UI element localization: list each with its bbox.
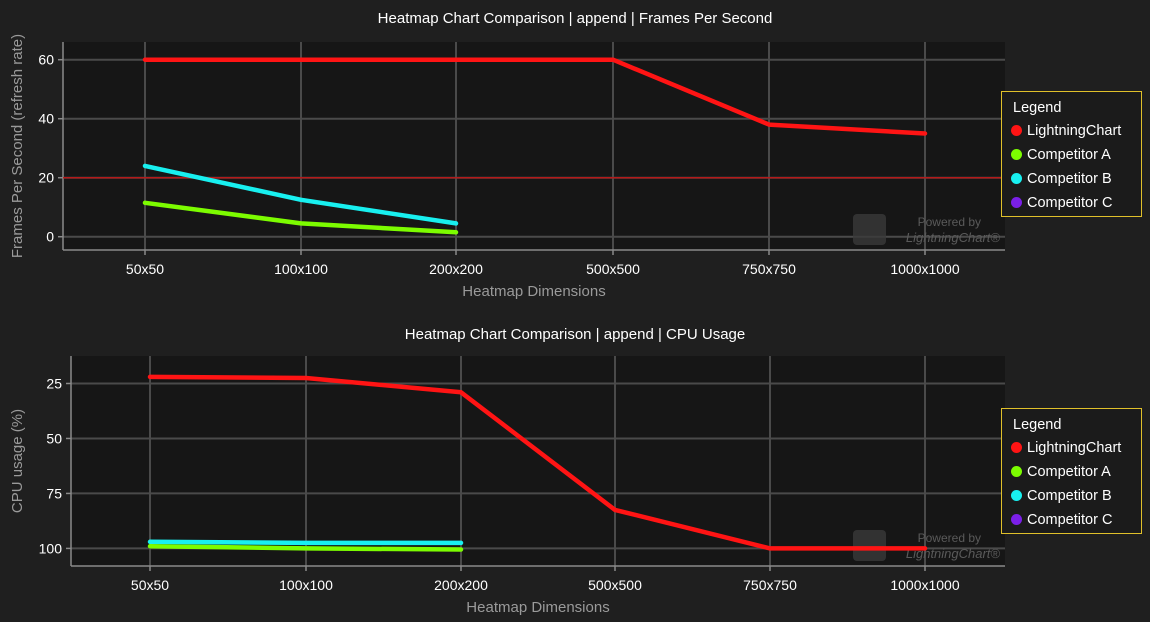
fps-x-tick-label: 100x100 <box>274 261 328 277</box>
cpu-series-competitor-b <box>147 539 464 546</box>
cpu-y-tick-label: 75 <box>46 485 62 501</box>
legend-item-lightningchart[interactable]: LightningChart <box>1011 438 1121 458</box>
cpu-y-tick-label: 25 <box>46 375 62 391</box>
cpu-watermark-logo-icon <box>853 530 886 561</box>
legend-label: Competitor B <box>1027 488 1112 504</box>
fps-watermark-logo-icon <box>853 214 886 245</box>
legend-label: Competitor B <box>1027 171 1112 187</box>
cpu-watermark-text: Powered by <box>918 531 981 545</box>
legend-item-competitor-a[interactable]: Competitor A <box>1011 145 1111 165</box>
legend-label: Competitor A <box>1027 464 1111 480</box>
fps-watermark-text: LightningChart® <box>906 230 1001 245</box>
legend-label: Competitor A <box>1027 147 1111 163</box>
cpu-x-axis-label: Heatmap Dimensions <box>466 599 609 616</box>
cpu-y-axis-label: CPU usage (%) <box>9 409 26 513</box>
legend-title: Legend <box>1013 417 1062 433</box>
fps-y-tick-label: 60 <box>38 52 54 68</box>
legend-marker <box>1011 490 1022 501</box>
fps-series-competitor-a <box>142 200 459 235</box>
cpu-chart-title: Heatmap Chart Comparison | append | CPU … <box>405 326 745 343</box>
legend-item-competitor-c[interactable]: Competitor C <box>1011 193 1112 213</box>
legend-label: LightningChart <box>1027 123 1122 139</box>
legend-marker <box>1011 514 1022 525</box>
legend-marker <box>1011 149 1022 160</box>
legend-title: Legend <box>1013 100 1062 116</box>
fps-x-tick-label: 500x500 <box>586 261 640 277</box>
legend-label: LightningChart <box>1027 440 1122 456</box>
cpu-x-tick-label: 500x500 <box>588 577 642 593</box>
legend-marker <box>1011 125 1022 136</box>
cpu-y-tick-label: 100 <box>39 540 63 556</box>
legend-item-competitor-b[interactable]: Competitor B <box>1011 169 1112 189</box>
fps-series-lightningchart <box>142 57 928 136</box>
legend-marker <box>1011 466 1022 477</box>
fps-chart-title: Heatmap Chart Comparison | append | Fram… <box>378 10 773 27</box>
legend-item-competitor-b[interactable]: Competitor B <box>1011 486 1112 506</box>
fps-plot-area <box>63 42 1005 250</box>
fps-y-tick-label: 20 <box>38 170 54 186</box>
cpu-x-tick-label: 100x100 <box>279 577 333 593</box>
cpu-series-competitor-a <box>147 543 464 552</box>
legend-marker <box>1011 173 1022 184</box>
fps-y-tick-label: 0 <box>46 229 54 245</box>
cpu-x-tick-label: 1000x1000 <box>890 577 960 593</box>
legend-label: Competitor C <box>1027 512 1113 528</box>
legend-label: Competitor C <box>1027 195 1113 211</box>
fps-x-tick-label: 1000x1000 <box>890 261 960 277</box>
legend-item-competitor-a[interactable]: Competitor A <box>1011 462 1111 482</box>
fps-y-axis-label: Frames Per Second (refresh rate) <box>9 34 26 258</box>
legend-marker <box>1011 442 1022 453</box>
fps-x-tick-label: 50x50 <box>126 261 164 277</box>
fps-x-tick-label: 750x750 <box>742 261 796 277</box>
cpu-x-tick-label: 50x50 <box>131 577 169 593</box>
cpu-watermark-text: LightningChart® <box>906 546 1001 561</box>
cpu-y-tick-label: 50 <box>46 430 62 446</box>
cpu-series-lightningchart <box>147 374 928 551</box>
cpu-x-tick-label: 750x750 <box>743 577 797 593</box>
legend-marker <box>1011 197 1022 208</box>
cpu-plot-area <box>71 356 1005 566</box>
fps-x-tick-label: 200x200 <box>429 261 483 277</box>
fps-y-tick-label: 40 <box>38 111 54 127</box>
fps-series-competitor-b <box>142 163 459 226</box>
legend-item-lightningchart[interactable]: LightningChart <box>1011 121 1121 141</box>
legend-fps: Legend LightningChart Competitor A Compe… <box>1001 91 1142 217</box>
legend-item-competitor-c[interactable]: Competitor C <box>1011 510 1112 530</box>
cpu-x-tick-label: 200x200 <box>434 577 488 593</box>
fps-x-axis-label: Heatmap Dimensions <box>462 283 605 300</box>
fps-watermark-text: Powered by <box>918 215 981 229</box>
legend-cpu: Legend LightningChart Competitor A Compe… <box>1001 408 1142 534</box>
